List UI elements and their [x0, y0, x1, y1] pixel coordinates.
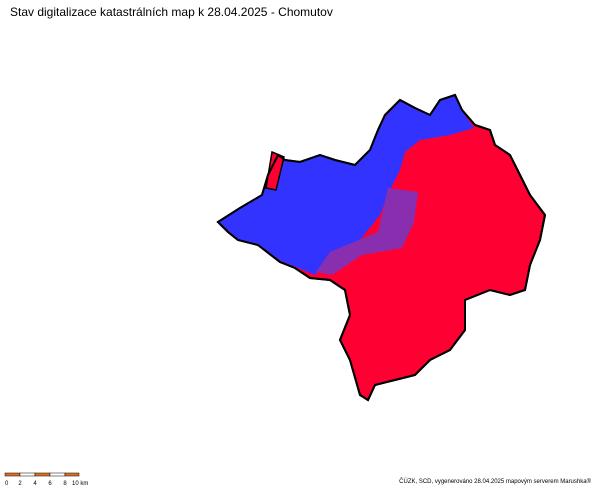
scale-label: 2	[18, 481, 22, 487]
scale-label: 10 km	[72, 481, 88, 487]
map-title: Stav digitalizace katastrálních map k 28…	[10, 5, 333, 19]
scale-label: 8	[63, 481, 67, 487]
scale-label: 4	[33, 481, 37, 487]
scale-bar	[4, 472, 80, 477]
region-blue	[219, 96, 474, 275]
scale-label: 6	[48, 481, 52, 487]
credit: ČÚZK, SCD, vygenerováno 28.04.2025 mapov…	[399, 479, 591, 485]
scale-label: 0	[5, 481, 9, 487]
outline	[216, 93, 547, 402]
region-purple	[316, 188, 418, 275]
